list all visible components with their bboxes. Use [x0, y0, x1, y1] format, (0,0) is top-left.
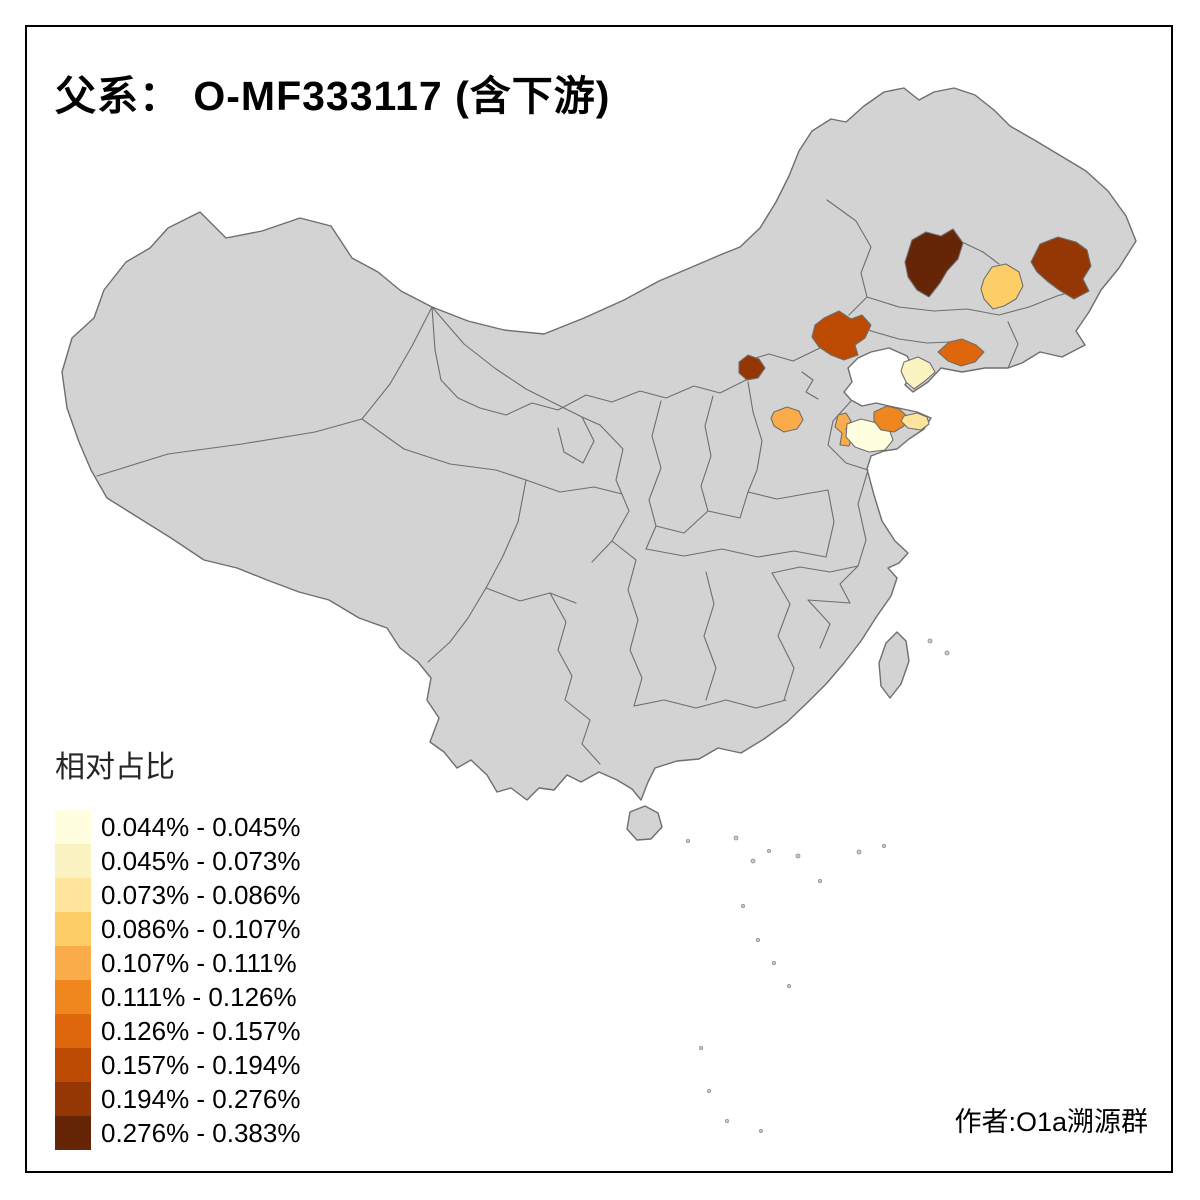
legend-title: 相对占比	[55, 751, 175, 784]
legend-label: 0.276% - 0.383%	[101, 1117, 301, 1148]
province-border-line	[485, 587, 577, 604]
legend-item-8: 0.194% - 0.276%	[55, 1082, 300, 1116]
map-region-region-8-w-hebei	[770, 406, 804, 433]
legend-swatch	[55, 946, 91, 980]
map-region-region-3-c-northeast	[980, 263, 1024, 310]
legend-swatch	[55, 1048, 91, 1082]
legend-item-2: 0.073% - 0.086%	[55, 878, 300, 912]
map-region-region-11-ne-shandong	[873, 405, 908, 433]
legend-label: 0.157% - 0.194%	[101, 1049, 301, 1080]
small-islands	[686, 638, 950, 1134]
legend: 相对占比 0.044% - 0.045% 0.045% - 0.073% 0.073…	[55, 742, 300, 1150]
legend-swatch	[55, 878, 91, 912]
province-border-line	[361, 418, 527, 481]
map-region-region-4-se-innermongolia	[811, 310, 872, 361]
hainan-island	[626, 805, 663, 841]
province-border-line	[655, 510, 709, 534]
province-border-line	[700, 395, 714, 512]
province-border-line	[848, 296, 868, 316]
province-border-line	[645, 548, 827, 558]
map-region-region-2-e-northeast	[1030, 236, 1092, 300]
legend-item-7: 0.157% - 0.194%	[55, 1048, 300, 1082]
province-border-line	[826, 199, 872, 298]
province-border-line	[747, 381, 763, 493]
highlighted-regions	[738, 228, 1092, 453]
province-border-line	[564, 699, 601, 765]
province-border-line	[549, 592, 573, 701]
legend-swatch	[55, 1014, 91, 1048]
legend-item-3: 0.086% - 0.107%	[55, 912, 300, 946]
province-border-line	[431, 306, 747, 416]
legend-swatch	[55, 844, 91, 878]
legend-item-4: 0.107% - 0.111%	[55, 946, 300, 980]
province-border-line	[611, 540, 643, 707]
legend-label: 0.086% - 0.107%	[101, 913, 301, 944]
province-border-line	[633, 699, 787, 709]
map-region-region-12-e-shandong-tip	[900, 412, 930, 431]
province-border-line	[825, 489, 835, 558]
province-border-line	[747, 489, 829, 500]
legend-swatch	[55, 1116, 91, 1150]
legend-label: 0.045% - 0.073%	[101, 845, 301, 876]
province-border-line	[771, 565, 859, 574]
province-border-line	[557, 416, 595, 464]
author-credit: 作者:O1a溯源群	[954, 1107, 1148, 1137]
map-region-region-1-nw-northeast	[904, 228, 964, 298]
province-border-line	[751, 347, 821, 362]
legend-item-9: 0.276% - 0.383%	[55, 1116, 300, 1150]
map-title: 父系： O-MF333117 (含下游)	[55, 73, 611, 119]
province-border-line	[807, 565, 859, 604]
legend-label: 0.111% - 0.126%	[101, 981, 297, 1012]
legend-label: 0.107% - 0.111%	[101, 947, 297, 978]
province-border-line	[707, 491, 749, 519]
province-borders	[96, 199, 1078, 765]
map-region-region-7-liaodong-peninsula	[900, 356, 936, 390]
legend-item-0: 0.044% - 0.045%	[55, 810, 300, 844]
legend-swatch	[55, 980, 91, 1014]
legend-item-1: 0.045% - 0.073%	[55, 844, 300, 878]
province-border-line	[771, 572, 795, 701]
province-border-line	[857, 469, 869, 567]
legend-item-6: 0.126% - 0.157%	[55, 1014, 300, 1048]
legend-items: 0.044% - 0.045% 0.045% - 0.073% 0.073% - 0…	[55, 810, 300, 1150]
province-border-line	[866, 289, 1078, 316]
legend-label: 0.073% - 0.086%	[101, 879, 301, 910]
province-border-line	[1007, 321, 1019, 369]
province-border-line	[961, 241, 1000, 265]
legend-label: 0.194% - 0.276%	[101, 1083, 301, 1114]
plot-frame	[25, 25, 1173, 1173]
legend-label: 0.126% - 0.157%	[101, 1015, 301, 1046]
map-region-region-5-nw-hebei	[738, 354, 766, 381]
province-border-line	[645, 400, 662, 550]
taiwan-island	[878, 631, 910, 699]
mainland-outline	[61, 87, 1137, 801]
province-border-line	[703, 571, 717, 701]
map-region-region-6-se-liaoning	[937, 338, 985, 367]
legend-label: 0.044% - 0.045%	[101, 811, 301, 842]
province-border-line	[96, 306, 433, 477]
province-border-line	[525, 479, 623, 495]
legend-swatch	[55, 912, 91, 946]
legend-swatch	[55, 1082, 91, 1116]
province-border-line	[591, 424, 630, 563]
legend-swatch	[55, 810, 91, 844]
province-border-line	[807, 599, 831, 649]
province-border-line	[801, 371, 819, 400]
legend-item-5: 0.111% - 0.126%	[55, 980, 300, 1014]
